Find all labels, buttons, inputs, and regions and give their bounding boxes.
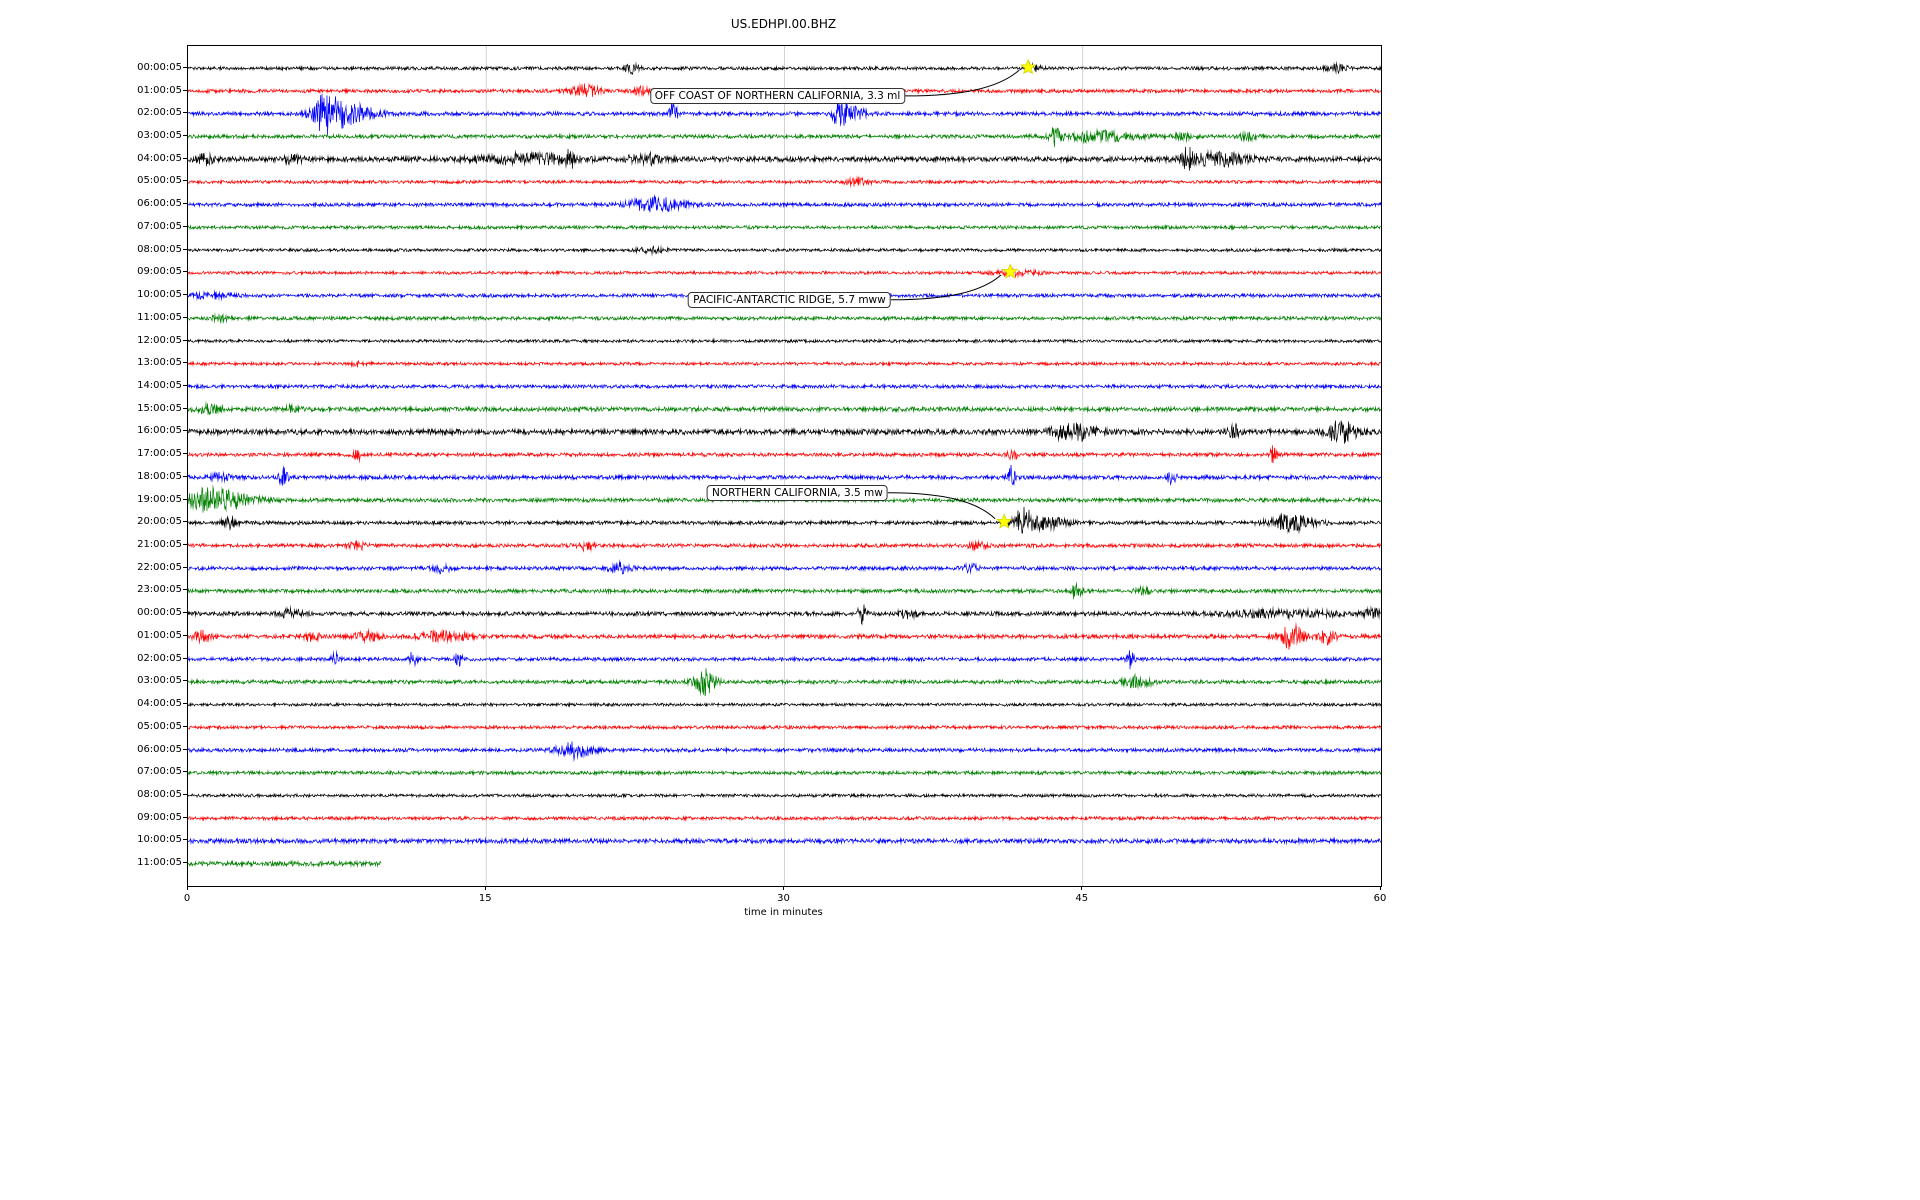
y-tick-label: 11:00:05 <box>137 311 182 323</box>
plot-title: US.EDHPI.00.BHZ <box>730 17 837 31</box>
y-tick-mark <box>183 771 187 773</box>
y-tick-label: 17:00:05 <box>137 448 182 460</box>
event-annotation-label: NORTHERN CALIFORNIA, 3.5 mw <box>707 484 888 501</box>
y-tick-mark <box>183 157 187 159</box>
y-tick-label: 05:00:05 <box>137 720 182 732</box>
x-tick-label: 45 <box>1075 893 1089 904</box>
x-tick-mark <box>484 886 486 890</box>
y-tick-mark <box>183 703 187 705</box>
y-tick-label: 08:00:05 <box>137 243 182 255</box>
y-tick-label: 06:00:05 <box>137 743 182 755</box>
y-tick-mark <box>183 316 187 318</box>
event-annotation-label: OFF COAST OF NORTHERN CALIFORNIA, 3.3 ml <box>649 87 906 104</box>
y-tick-mark <box>183 680 187 682</box>
y-tick-label: 19:00:05 <box>137 493 182 505</box>
y-tick-label: 07:00:05 <box>137 220 182 232</box>
y-tick-label: 04:00:05 <box>137 152 182 164</box>
x-tick-mark <box>1379 886 1381 890</box>
y-tick-mark <box>183 430 187 432</box>
y-tick-label: 20:00:05 <box>137 516 182 528</box>
plot-area <box>187 45 1382 887</box>
y-tick-mark <box>183 294 187 296</box>
y-tick-mark <box>183 248 187 250</box>
y-tick-label: 10:00:05 <box>137 289 182 301</box>
y-tick-mark <box>183 566 187 568</box>
y-tick-label: 16:00:05 <box>137 425 182 437</box>
y-tick-label: 14:00:05 <box>137 379 182 391</box>
y-tick-label: 11:00:05 <box>137 857 182 869</box>
y-tick-label: 10:00:05 <box>137 834 182 846</box>
y-tick-mark <box>183 589 187 591</box>
x-tick-label: 0 <box>183 893 191 904</box>
x-tick-label: 15 <box>478 893 492 904</box>
y-tick-mark <box>183 816 187 818</box>
y-tick-mark <box>183 498 187 500</box>
y-tick-label: 13:00:05 <box>137 357 182 369</box>
y-tick-label: 00:00:05 <box>137 61 182 73</box>
y-tick-label: 23:00:05 <box>137 584 182 596</box>
y-tick-mark <box>183 134 187 136</box>
x-tick-mark <box>783 886 784 890</box>
y-tick-mark <box>183 225 187 227</box>
y-tick-label: 09:00:05 <box>137 811 182 823</box>
y-tick-mark <box>183 862 187 864</box>
y-tick-mark <box>183 362 187 364</box>
y-tick-label: 03:00:05 <box>137 675 182 687</box>
y-tick-mark <box>183 339 187 341</box>
y-tick-label: 06:00:05 <box>137 198 182 210</box>
y-tick-mark <box>183 203 187 205</box>
y-tick-mark <box>183 384 187 386</box>
y-tick-label: 01:00:05 <box>137 629 182 641</box>
y-tick-label: 05:00:05 <box>137 175 182 187</box>
event-annotation-label: PACIFIC-ANTARCTIC RIDGE, 5.7 mww <box>688 291 891 308</box>
y-tick-mark <box>183 748 187 750</box>
x-tick-label: 30 <box>777 893 790 904</box>
y-tick-mark <box>183 612 187 614</box>
y-tick-label: 01:00:05 <box>137 84 182 96</box>
y-tick-label: 02:00:05 <box>137 107 182 119</box>
y-tick-label: 04:00:05 <box>137 698 182 710</box>
y-tick-label: 07:00:05 <box>137 766 182 778</box>
y-tick-mark <box>183 407 187 409</box>
y-tick-label: 18:00:05 <box>137 470 182 482</box>
x-tick-mark <box>1081 886 1083 890</box>
y-tick-mark <box>183 544 187 546</box>
y-tick-label: 02:00:05 <box>137 652 182 664</box>
y-tick-mark <box>183 794 187 796</box>
y-tick-label: 12:00:05 <box>137 334 182 346</box>
y-tick-mark <box>183 112 187 114</box>
y-tick-mark <box>183 475 187 477</box>
y-tick-label: 22:00:05 <box>137 561 182 573</box>
y-tick-mark <box>183 725 187 727</box>
x-tick-mark <box>186 886 188 890</box>
y-tick-label: 09:00:05 <box>137 266 182 278</box>
y-tick-mark <box>183 634 187 636</box>
y-tick-label: 15:00:05 <box>137 402 182 414</box>
y-tick-mark <box>183 180 187 182</box>
y-tick-mark <box>183 89 187 91</box>
y-tick-mark <box>183 453 187 455</box>
y-tick-label: 00:00:05 <box>137 607 182 619</box>
y-tick-mark <box>183 271 187 273</box>
y-tick-label: 21:00:05 <box>137 539 182 551</box>
x-tick-label: 60 <box>1373 893 1387 904</box>
x-axis-label: time in minutes <box>744 907 823 918</box>
y-tick-mark <box>183 66 187 68</box>
waveform-canvas <box>188 46 1381 886</box>
y-tick-mark <box>183 839 187 841</box>
y-tick-mark <box>183 521 187 523</box>
y-tick-label: 08:00:05 <box>137 789 182 801</box>
y-tick-label: 03:00:05 <box>137 129 182 141</box>
y-tick-mark <box>183 657 187 659</box>
